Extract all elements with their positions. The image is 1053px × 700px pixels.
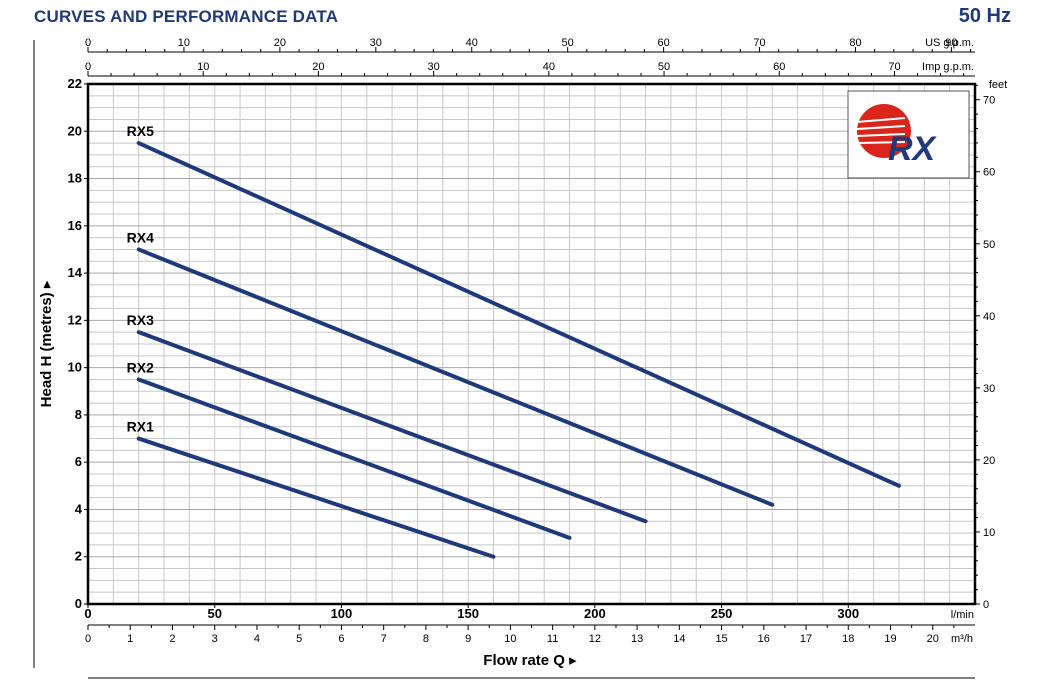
us-gpm-tick-label: 30	[370, 37, 382, 49]
m3h-tick-label: 0	[85, 633, 91, 645]
y-tick-label: 8	[75, 407, 82, 422]
m3h-tick-label: 18	[842, 633, 854, 645]
m3h-tick-label: 5	[296, 633, 302, 645]
x-tick-label: 0	[84, 606, 91, 621]
plot-frame	[86, 82, 977, 606]
m3h-tick-label: 4	[254, 633, 260, 645]
us-gpm-tick-label: 60	[657, 37, 669, 49]
y-tick-label: 22	[68, 76, 82, 91]
m3h-tick-label: 16	[758, 633, 770, 645]
x-tick-label: 100	[331, 606, 353, 621]
y-tick-label: 2	[75, 549, 82, 564]
y-tick-label: 0	[75, 596, 82, 611]
y-tick-label: 16	[68, 218, 82, 233]
feet-tick-label: 60	[983, 167, 995, 179]
series-label-rx1: RX1	[127, 419, 154, 435]
m3h-tick-label: 10	[504, 633, 516, 645]
us-gpm-unit-label: US g.p.m.	[925, 37, 974, 49]
us-gpm-tick-label: 70	[753, 37, 765, 49]
feet-tick-label: 0	[983, 599, 989, 611]
series-label-rx3: RX3	[127, 312, 154, 328]
imp-gpm-tick-label: 60	[773, 61, 785, 73]
series-label-rx4: RX4	[127, 229, 154, 245]
grid	[88, 84, 975, 604]
x-axis-title: Flow rate Q ▸	[483, 652, 577, 669]
x-tick-label: 250	[711, 606, 733, 621]
feet-tick-label: 10	[983, 527, 995, 539]
y-tick-label: 4	[75, 501, 83, 516]
m3h-tick-label: 14	[673, 633, 685, 645]
x-tick-label: 150	[457, 606, 479, 621]
series-line-rx5	[136, 141, 901, 488]
feet-tick-label: 20	[983, 455, 995, 467]
m3h-tick-label: 1	[127, 633, 133, 645]
y-tick-label: 14	[68, 265, 83, 280]
imp-gpm-unit-label: Imp g.p.m.	[922, 61, 974, 73]
rx-logo: RX	[847, 90, 970, 179]
us-gpm-tick-label: 0	[85, 37, 91, 49]
m3h-tick-label: 19	[884, 633, 896, 645]
us-gpm-tick-label: 20	[274, 37, 286, 49]
m3h-tick-label: 8	[423, 633, 429, 645]
us-gpm-tick-label: 40	[466, 37, 478, 49]
feet-tick-label: 50	[983, 239, 995, 251]
x-tick-label: 300	[837, 606, 859, 621]
m3h-tick-label: 9	[465, 633, 471, 645]
series-line-rx2	[136, 377, 572, 540]
x-unit-label: l/min	[951, 609, 974, 621]
imp-gpm-tick-label: 40	[543, 61, 555, 73]
m3h-tick-label: 17	[800, 633, 812, 645]
imp-gpm-tick-label: 50	[658, 61, 670, 73]
y-tick-label: 10	[68, 360, 82, 375]
imp-gpm-tick-label: 70	[888, 61, 900, 73]
us-gpm-tick-label: 10	[178, 37, 190, 49]
feet-tick-label: 30	[983, 383, 995, 395]
logo-text: RX	[888, 130, 938, 168]
m3h-tick-label: 2	[169, 633, 175, 645]
feet-tick-label: 70	[983, 95, 995, 107]
m3h-tick-label: 6	[338, 633, 344, 645]
imp-gpm-tick-label: 30	[428, 61, 440, 73]
us-gpm-tick-label: 90	[945, 37, 957, 49]
m3h-tick-label: 7	[381, 633, 387, 645]
y-axis-title: Head H (metres) ▸	[38, 280, 55, 407]
us-gpm-tick-label: 50	[562, 37, 574, 49]
x-tick-label: 50	[207, 606, 221, 621]
series-line-rx3	[136, 330, 648, 524]
m3h-tick-label: 12	[589, 633, 601, 645]
m3h-tick-label: 3	[212, 633, 218, 645]
series-line-rx1	[136, 436, 496, 559]
m3h-tick-label: 11	[547, 633, 558, 645]
y-tick-label: 20	[68, 123, 82, 138]
series-label-rx2: RX2	[127, 359, 154, 375]
m3h-tick-label: 15	[715, 633, 727, 645]
m3h-tick-label: 20	[927, 633, 939, 645]
page-title: CURVES AND PERFORMANCE DATA	[34, 7, 339, 26]
x-tick-label: 200	[584, 606, 606, 621]
frequency-label: 50 Hz	[958, 5, 1011, 27]
y-tick-label: 18	[68, 171, 82, 186]
imp-gpm-tick-label: 0	[85, 61, 91, 73]
y-tick-label: 12	[68, 312, 82, 327]
m3h-unit-label: m³/h	[951, 633, 973, 645]
logo-sun	[857, 104, 911, 158]
imp-gpm-tick-label: 10	[197, 61, 209, 73]
m3h-tick-label: 13	[631, 633, 643, 645]
feet-tick-label: 40	[983, 311, 995, 323]
imp-gpm-tick-label: 20	[312, 61, 324, 73]
y-tick-label: 6	[75, 454, 82, 469]
series-line-rx4	[136, 247, 775, 507]
feet-unit-label: feet	[989, 79, 1007, 91]
series-label-rx5: RX5	[127, 123, 154, 139]
us-gpm-tick-label: 80	[849, 37, 861, 49]
logo-stripes	[856, 117, 906, 144]
series: RX1 RX2 RX3 RX4 RX5	[127, 123, 901, 559]
